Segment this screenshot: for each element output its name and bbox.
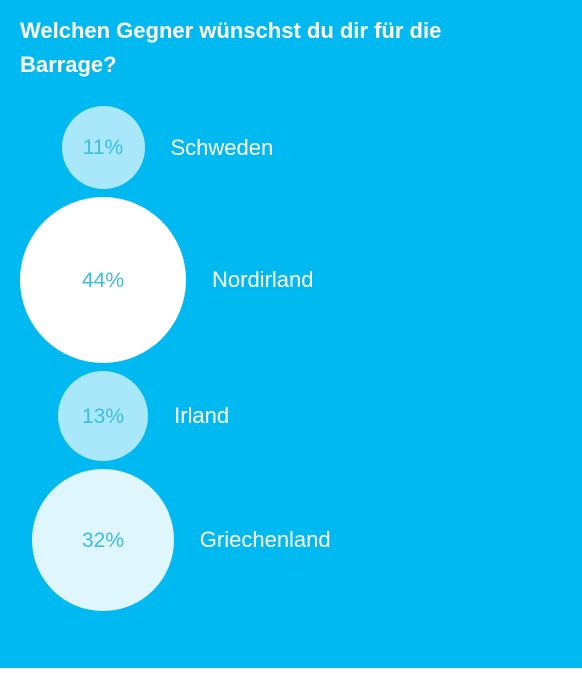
poll-title: Welchen Gegner wünschst du dir für die B… — [20, 18, 442, 77]
percentage-bubble: 44% — [20, 197, 186, 363]
percentage-label: 44% — [81, 268, 125, 292]
option-label: Irland — [174, 403, 230, 429]
percentage-label: 13% — [81, 404, 124, 428]
option-label: Nordirland — [212, 267, 314, 292]
percentage-bubble: 13% — [57, 371, 149, 462]
percentage-label: 32% — [81, 528, 124, 552]
percentage-bubble: 11% — [61, 106, 145, 189]
percentage-label: 11% — [82, 136, 124, 159]
percentage-bubble: 32% — [32, 469, 174, 611]
option-label: Griechenland — [199, 527, 331, 552]
option-label: Schweden — [170, 134, 274, 160]
